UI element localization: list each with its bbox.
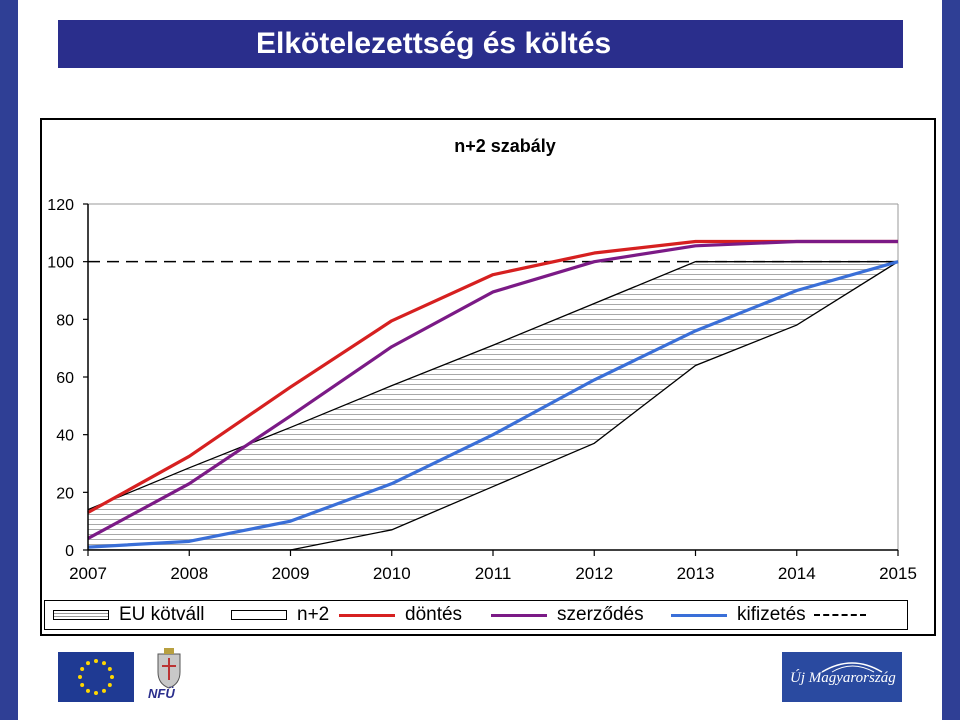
uj-magyarorszag-logo: Új Magyarország [782, 652, 902, 702]
legend-item-szerzodes: szerződés [491, 604, 644, 626]
eu-star [110, 675, 114, 679]
legend-label: n+2 [297, 604, 330, 625]
eu-star [102, 688, 106, 693]
y-tick-label: 120 [47, 197, 74, 214]
x-tick-label: 2014 [778, 564, 816, 583]
arch-icon [821, 662, 883, 673]
eu-star [94, 659, 98, 663]
x-tick-label: 2011 [475, 564, 512, 583]
legend-item-kifizetes: kifizetés [671, 604, 866, 626]
slide-title: Elkötelezettség és költés [58, 20, 903, 68]
y-tick-label: 0 [65, 543, 74, 560]
right-frame-stripe [942, 0, 960, 720]
x-tick-label: 2007 [69, 564, 107, 583]
chart-title: n+2 szabály [454, 136, 556, 156]
chart-panel: n+2 szabály 0 20 40 60 80 100 120 2007 2008 2009 20… [40, 118, 936, 636]
y-tick-label: 80 [56, 312, 74, 329]
coat-of-arms-icon [157, 648, 181, 689]
x-tick-label: 2015 [879, 564, 917, 583]
y-tick-label: 100 [47, 255, 74, 272]
eu-star [107, 683, 112, 687]
legend-swatch-line [339, 613, 395, 617]
left-frame-stripe [0, 0, 18, 720]
chart-legend: EU kötváll n+2 döntés szerződés kifizeté… [44, 600, 908, 630]
eu-star [86, 661, 90, 666]
y-tick-label: 40 [56, 428, 74, 445]
series-line-2 [87, 260, 899, 549]
legend-item-eu-kotvall: EU kötváll [53, 604, 205, 626]
x-tick-label: 2008 [170, 564, 208, 583]
band-lower-line-n2 [290, 261, 899, 551]
eu-star [80, 667, 85, 671]
eu-star [86, 688, 90, 693]
y-tick-label: 20 [56, 485, 74, 502]
legend-item-n2: n+2 [231, 604, 329, 626]
legend-item-dontes: döntés [339, 604, 462, 626]
eu-stars-icon [78, 659, 114, 695]
legend-label: kifizetés [737, 604, 806, 625]
series-line-1 [87, 239, 898, 540]
legend-swatch-plain [231, 610, 287, 620]
uj-magyarorszag-text: Új Magyarország [790, 670, 896, 686]
x-tick-label: 2013 [677, 564, 715, 583]
eu-flag-logo [58, 652, 134, 702]
legend-label: EU kötváll [119, 604, 205, 625]
x-tick-label: 2009 [272, 564, 310, 583]
nfu-logo-text: NFÜ [148, 686, 175, 701]
legend-label: szerződés [557, 604, 644, 625]
line-chart: n+2 szabály 0 20 40 60 80 100 120 2007 2008 2009 20… [47, 136, 917, 583]
eu-star [102, 661, 106, 666]
y-tick-label: 60 [56, 370, 74, 387]
eu-star [78, 675, 82, 679]
eu-star [94, 691, 98, 695]
legend-swatch-line [491, 613, 547, 617]
x-tick-label: 2012 [575, 564, 613, 583]
legend-dashed-reference [813, 614, 866, 616]
legend-label: döntés [405, 604, 463, 625]
x-tick-label: 2010 [373, 564, 411, 583]
band-area-eu-kotvall [88, 261, 898, 550]
legend-swatch-hatched [53, 610, 109, 620]
legend-swatch-line [671, 613, 727, 617]
eu-star [80, 683, 85, 687]
eu-star [107, 667, 112, 671]
